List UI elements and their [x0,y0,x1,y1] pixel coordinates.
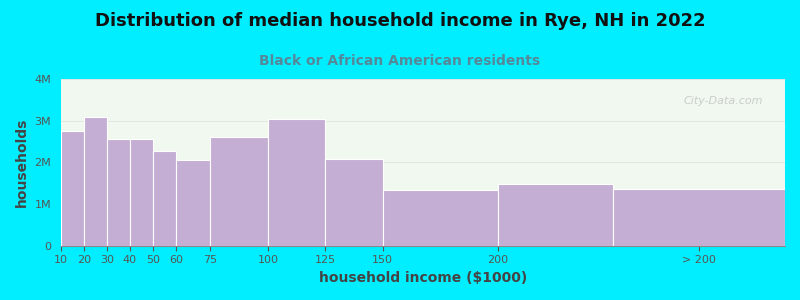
X-axis label: household income ($1000): household income ($1000) [319,271,527,285]
Text: Black or African American residents: Black or African American residents [259,54,541,68]
Bar [613,190,785,246]
Bar [326,159,382,246]
Text: Distribution of median household income in Rye, NH in 2022: Distribution of median household income … [94,12,706,30]
Bar [84,116,107,246]
Text: City-Data.com: City-Data.com [684,96,763,106]
Bar [498,184,613,246]
Bar [176,160,210,246]
Bar [382,190,498,246]
Bar [130,140,153,246]
Bar [153,151,176,246]
Bar [268,118,326,246]
Bar [210,137,268,246]
Bar [107,140,130,246]
Y-axis label: households: households [15,118,29,207]
Bar [61,131,84,246]
